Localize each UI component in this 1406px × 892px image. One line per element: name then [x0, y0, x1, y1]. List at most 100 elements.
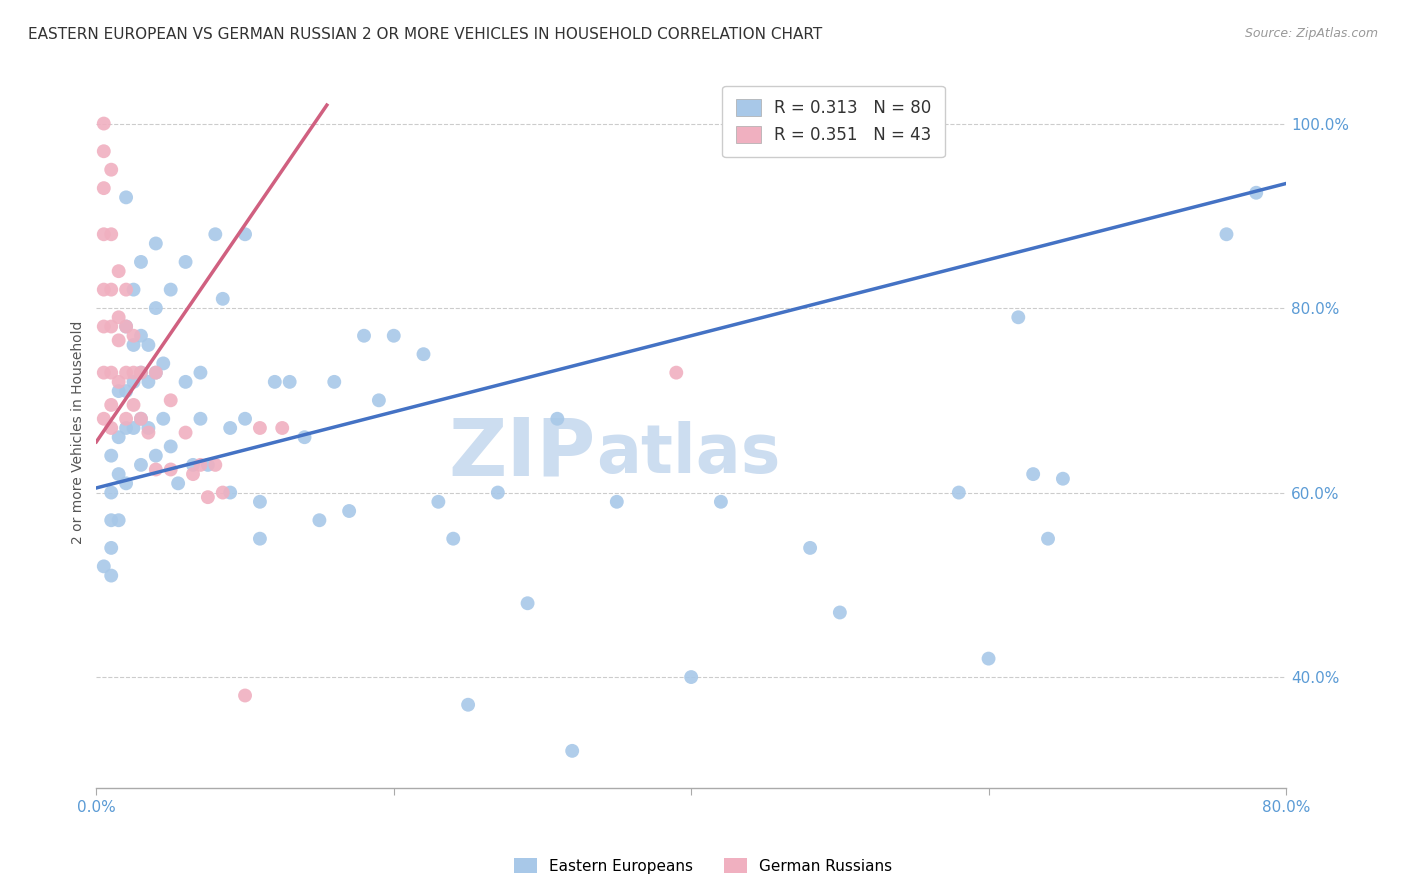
- Point: [115, 283, 138, 297]
- Point: [115, 476, 138, 491]
- Point: [1007, 310, 1029, 325]
- Point: [100, 366, 122, 380]
- Point: [271, 421, 294, 435]
- Point: [100, 485, 122, 500]
- Point: [107, 310, 129, 325]
- Point: [93, 366, 115, 380]
- Point: [100, 283, 122, 297]
- Point: [129, 366, 152, 380]
- Point: [546, 411, 568, 425]
- Point: [100, 319, 122, 334]
- Text: Source: ZipAtlas.com: Source: ZipAtlas.com: [1244, 27, 1378, 40]
- Point: [441, 532, 464, 546]
- Point: [93, 181, 115, 195]
- Point: [100, 162, 122, 177]
- Point: [977, 651, 1000, 665]
- Point: [159, 283, 181, 297]
- Point: [211, 292, 233, 306]
- Point: [122, 283, 145, 297]
- Point: [107, 384, 129, 398]
- Point: [152, 411, 174, 425]
- Point: [93, 227, 115, 242]
- Point: [122, 328, 145, 343]
- Point: [561, 744, 583, 758]
- Point: [159, 439, 181, 453]
- Point: [197, 458, 219, 472]
- Point: [115, 421, 138, 435]
- Point: [107, 264, 129, 278]
- Point: [93, 411, 115, 425]
- Point: [263, 375, 285, 389]
- Point: [145, 366, 167, 380]
- Point: [122, 366, 145, 380]
- Point: [159, 393, 181, 408]
- Point: [323, 375, 346, 389]
- Point: [138, 425, 160, 440]
- Point: [107, 375, 129, 389]
- Point: [204, 458, 226, 472]
- Point: [308, 513, 330, 527]
- Point: [93, 283, 115, 297]
- Point: [174, 375, 197, 389]
- Point: [337, 504, 360, 518]
- Point: [129, 366, 152, 380]
- Point: [107, 334, 129, 348]
- Point: [427, 495, 450, 509]
- Text: ZIP: ZIP: [449, 415, 596, 493]
- Point: [353, 328, 375, 343]
- Point: [181, 458, 204, 472]
- Point: [100, 568, 122, 582]
- Point: [190, 366, 212, 380]
- Point: [129, 255, 152, 269]
- Point: [190, 458, 212, 472]
- Point: [219, 421, 242, 435]
- Point: [107, 467, 129, 482]
- Point: [219, 485, 242, 500]
- Point: [1022, 467, 1045, 482]
- Point: [828, 606, 851, 620]
- Point: [174, 255, 197, 269]
- Point: [382, 328, 405, 343]
- Point: [159, 462, 181, 476]
- Point: [367, 393, 389, 408]
- Point: [211, 485, 233, 500]
- Point: [799, 541, 821, 555]
- Point: [249, 421, 271, 435]
- Text: atlas: atlas: [596, 421, 780, 487]
- Point: [233, 689, 256, 703]
- Point: [100, 541, 122, 555]
- Point: [107, 430, 129, 444]
- Point: [138, 421, 160, 435]
- Point: [710, 495, 733, 509]
- Point: [233, 411, 256, 425]
- Y-axis label: 2 or more Vehicles in Household: 2 or more Vehicles in Household: [72, 321, 86, 544]
- Point: [100, 421, 122, 435]
- Point: [93, 117, 115, 131]
- Point: [681, 670, 703, 684]
- Point: [152, 356, 174, 370]
- Point: [93, 145, 115, 159]
- Point: [948, 485, 970, 500]
- Point: [122, 421, 145, 435]
- Point: [412, 347, 434, 361]
- Point: [1244, 186, 1267, 200]
- Point: [107, 513, 129, 527]
- Point: [278, 375, 301, 389]
- Point: [129, 411, 152, 425]
- Point: [138, 375, 160, 389]
- Point: [665, 366, 688, 380]
- Text: EASTERN EUROPEAN VS GERMAN RUSSIAN 2 OR MORE VEHICLES IN HOUSEHOLD CORRELATION C: EASTERN EUROPEAN VS GERMAN RUSSIAN 2 OR …: [28, 27, 823, 42]
- Point: [93, 319, 115, 334]
- Point: [100, 449, 122, 463]
- Point: [486, 485, 509, 500]
- Point: [115, 411, 138, 425]
- Point: [122, 375, 145, 389]
- Point: [100, 513, 122, 527]
- Point: [1052, 472, 1074, 486]
- Point: [145, 449, 167, 463]
- Point: [516, 596, 538, 610]
- Point: [115, 366, 138, 380]
- Point: [93, 559, 115, 574]
- Point: [115, 319, 138, 334]
- Point: [145, 236, 167, 251]
